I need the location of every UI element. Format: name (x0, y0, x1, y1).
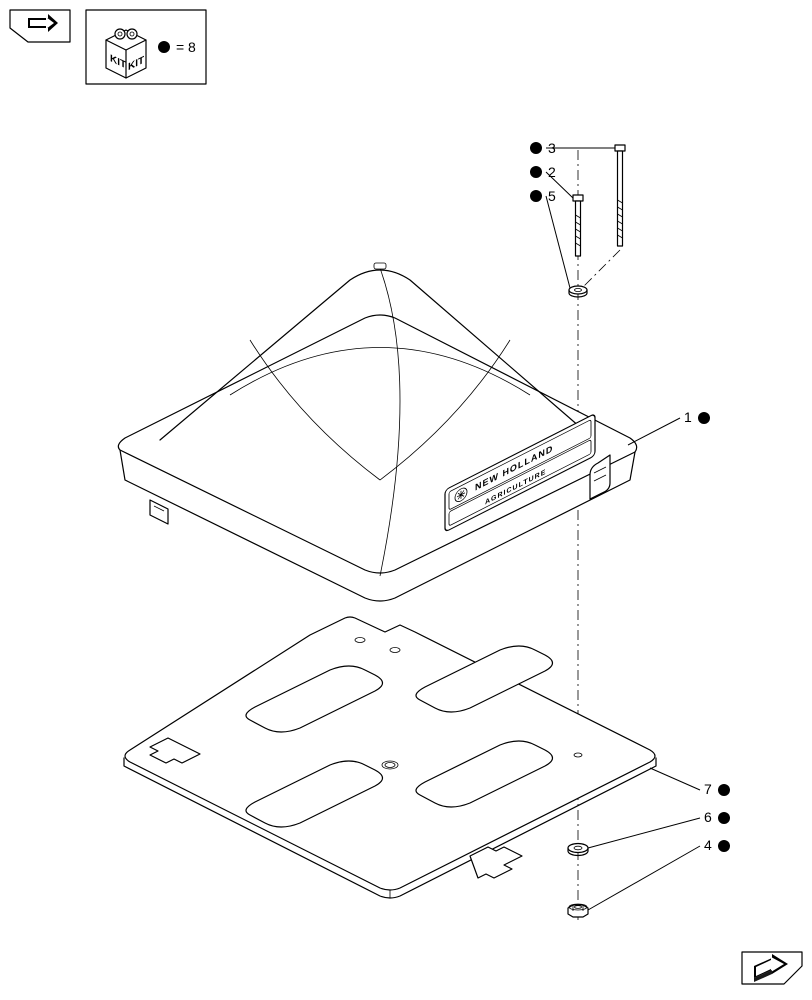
svg-text:1: 1 (684, 409, 692, 425)
svg-text:4: 4 (704, 837, 712, 853)
receiver-cover: NEW HOLLAND AGRICULTURE (118, 263, 636, 601)
kit-info-box: KIT KIT = 8 (86, 10, 206, 84)
svg-text:6: 6 (704, 809, 712, 825)
kit-bullet (158, 41, 170, 53)
callout-1: 1 (628, 409, 710, 445)
parts-diagram: KIT KIT = 8 (0, 0, 812, 1000)
forward-arrow-icon[interactable] (742, 952, 802, 984)
callout-4: 4 (588, 837, 730, 910)
callout-7: 7 (650, 768, 730, 797)
svg-text:5: 5 (548, 188, 556, 204)
bolt-long (615, 145, 625, 246)
svg-text:3: 3 (548, 140, 556, 156)
callout-3: 3 (530, 140, 615, 156)
nut-bottom (568, 904, 588, 917)
svg-text:7: 7 (704, 781, 712, 797)
kit-eq: = (176, 39, 184, 55)
bolt-short (573, 195, 583, 256)
back-arrow-icon[interactable] (10, 10, 70, 42)
svg-text:2: 2 (548, 164, 556, 180)
kit-value: 8 (188, 39, 196, 55)
callout-5: 5 (530, 188, 570, 288)
